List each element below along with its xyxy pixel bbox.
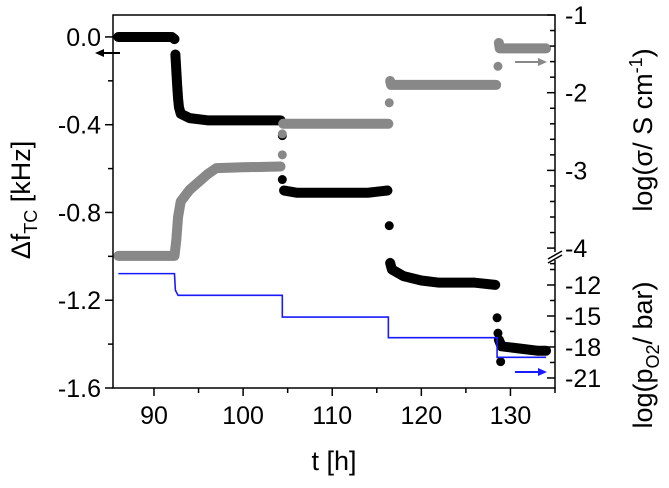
freq-marker — [170, 49, 180, 59]
conductivity-marker — [278, 119, 288, 129]
y-right-lower-tick-label: -18 — [565, 334, 601, 362]
freq-marker — [131, 32, 141, 42]
conductivity-band — [493, 37, 552, 54]
y-right-lower-tick-label: -15 — [565, 303, 601, 331]
freq-marker — [185, 113, 195, 123]
conductivity-marker — [194, 177, 204, 187]
freq-band — [113, 31, 180, 45]
y-axis-left-label: ΔfTC [kHz] — [6, 141, 41, 260]
freq-marker — [434, 278, 444, 288]
conductivity-marker — [202, 169, 212, 179]
y-right-upper-tick-label: -4 — [565, 235, 587, 263]
conductivity-marker — [169, 251, 179, 261]
conductivity-marker — [434, 80, 444, 90]
y-left-tick-label: -0.4 — [58, 112, 101, 140]
arrowhead-icon — [95, 49, 104, 57]
conductivity-marker — [185, 185, 195, 195]
freq-marker — [345, 188, 355, 198]
axis-break-mark — [547, 250, 563, 260]
freq-marker — [514, 344, 524, 354]
freq-marker — [279, 186, 289, 196]
axis-break-gap — [551, 252, 561, 260]
axes: 90 100 110 120 130 0.0 -0.4 -0.8 -1.2 -1.6 -1 -2 -3 -… — [58, 2, 601, 430]
po2-line — [118, 272, 547, 359]
conductivity-marker — [176, 196, 186, 206]
y-axis-right-upper-label: log(σ/ S cm-1) — [626, 48, 658, 211]
freq-marker — [256, 115, 266, 125]
x-tick-label: 100 — [222, 402, 264, 430]
freq-marker — [292, 188, 302, 198]
conductivity-marker — [384, 98, 394, 108]
freq-marker — [399, 271, 409, 281]
freq-marker — [327, 188, 337, 198]
conductivity-marker — [383, 119, 393, 129]
freq-marker — [497, 341, 507, 351]
y-right-lower-tick-label: -12 — [565, 272, 601, 300]
y-right-upper-tick-label: -2 — [565, 80, 587, 108]
freq-marker — [176, 109, 186, 119]
freq-marker — [173, 93, 183, 103]
freq-marker — [149, 32, 159, 42]
conductivity-marker — [277, 129, 287, 139]
freq-marker — [470, 278, 480, 288]
plot-area — [95, 31, 552, 376]
y-right-lower-tick-label: -21 — [565, 365, 601, 393]
conductivity-marker — [491, 80, 501, 90]
conductivity-marker — [276, 162, 286, 172]
arrowhead-icon — [538, 368, 547, 376]
y-right-upper-tick-label: -1 — [565, 2, 587, 30]
conductivity-marker — [386, 80, 396, 90]
x-tick-label: 90 — [140, 402, 168, 430]
x-tick-label: 110 — [312, 402, 352, 430]
y-right-upper-tick-label: -3 — [565, 157, 587, 185]
freq-marker — [387, 265, 397, 275]
freq-marker — [496, 357, 506, 367]
x-tick-label: 130 — [490, 402, 532, 430]
conductivity-marker — [541, 43, 551, 53]
freq-marker — [490, 280, 500, 290]
freq-marker — [416, 275, 426, 285]
freq-marker — [384, 221, 394, 231]
freq-marker — [113, 32, 123, 42]
freq-marker — [220, 115, 230, 125]
freq-marker — [309, 188, 319, 198]
freq-marker — [492, 313, 502, 323]
y-left-tick-label: 0.0 — [66, 24, 101, 52]
y-left-tick-label: -1.6 — [58, 375, 101, 403]
freq-marker — [238, 115, 248, 125]
x-tick-label: 120 — [400, 402, 442, 430]
conductivity-marker — [238, 162, 248, 172]
y-axis-right-lower-label: log(pO2/ bar) — [628, 281, 663, 428]
conductivity-marker — [493, 61, 503, 71]
x-axis-label: t [h] — [311, 446, 356, 476]
freq-marker — [169, 34, 179, 44]
axis-break-mark — [547, 254, 563, 264]
y-left-tick-label: -1.2 — [58, 287, 101, 315]
y-left-tick-label: -0.8 — [58, 199, 101, 227]
freq-marker — [202, 115, 212, 125]
conductivity-marker — [171, 235, 181, 245]
conductivity-marker — [277, 150, 287, 160]
conductivity-marker — [173, 212, 183, 222]
conductivity-marker — [327, 119, 337, 129]
freq-band — [170, 49, 286, 126]
freq-marker — [171, 65, 181, 75]
conductivity-marker — [211, 163, 221, 173]
conductivity-marker — [113, 251, 123, 261]
arrowhead-icon — [538, 58, 547, 66]
conductivity-marker — [495, 43, 505, 53]
freq-marker — [363, 188, 373, 198]
freq-marker — [277, 175, 287, 185]
freq-marker — [452, 278, 462, 288]
freq-marker — [541, 346, 551, 356]
freq-marker — [382, 186, 392, 196]
freq-marker — [532, 346, 542, 356]
freq-marker — [172, 80, 182, 90]
